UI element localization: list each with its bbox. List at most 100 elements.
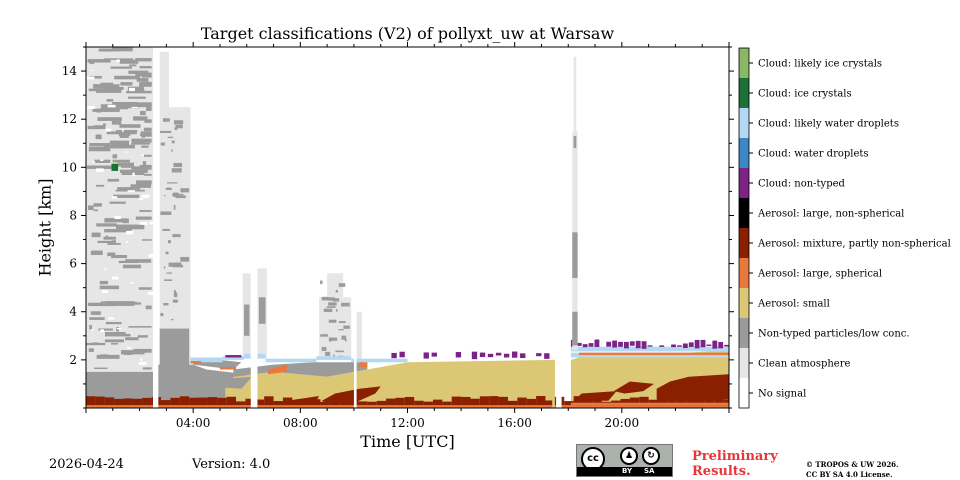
- heatmap-cell: [139, 210, 152, 212]
- heatmap-cell: [141, 134, 152, 137]
- heatmap-cell: [122, 264, 142, 269]
- heatmap-cell: [90, 250, 103, 255]
- heatmap-cell: [88, 205, 94, 211]
- heatmap-cell: [695, 397, 705, 407]
- heatmap-cell: [99, 280, 109, 285]
- heatmap-cell: [694, 339, 700, 349]
- heatmap-cell: [700, 339, 706, 348]
- heatmap-cell: [706, 344, 712, 346]
- colorbar-frame: [738, 47, 750, 409]
- colorbar-label: Clean atmosphere: [758, 359, 851, 370]
- heatmap-cell: [126, 347, 132, 349]
- heatmap-cell: [87, 59, 111, 63]
- heatmap-cell: [108, 317, 115, 320]
- colorbar-swatch: [739, 318, 749, 348]
- heatmap-cell: [148, 253, 155, 258]
- heatmap-cell: [104, 339, 125, 343]
- colorbar-swatch: [739, 378, 749, 408]
- colorbar-swatch: [739, 48, 749, 78]
- heatmap-cell: [348, 399, 358, 407]
- heatmap-cell: [677, 345, 682, 347]
- heatmap-cell: [321, 347, 327, 351]
- heatmap-cell: [166, 272, 172, 274]
- heatmap-cell: [376, 400, 387, 407]
- heatmap-cell: [141, 239, 152, 241]
- colorbar-swatch: [739, 228, 749, 258]
- heatmap-cell: [338, 283, 346, 287]
- heatmap-cell: [89, 61, 95, 64]
- heatmap-cell: [606, 341, 612, 347]
- heatmap-cell: [137, 335, 148, 338]
- heatmap-cell: [341, 302, 350, 307]
- heatmap-cell: [168, 262, 179, 267]
- heatmap-cell: [629, 397, 640, 407]
- heatmap-cell: [129, 64, 137, 67]
- heatmap-cell: [100, 107, 128, 110]
- heatmap-cell: [264, 396, 274, 407]
- y-axis: 2 4 6 8 10 12 14: [62, 46, 734, 409]
- heatmap-cell: [102, 123, 106, 126]
- heatmap-cell: [173, 205, 176, 210]
- heatmap-cell: [338, 329, 344, 331]
- version-label: Version: 4.0: [192, 457, 271, 472]
- heatmap-cell: [159, 328, 190, 368]
- heatmap-cell: [526, 398, 537, 407]
- heatmap-cell: [116, 327, 119, 332]
- heatmap-cell: [367, 401, 377, 407]
- heatmap-cell: [114, 160, 117, 163]
- colorbar-swatch: [739, 258, 749, 288]
- heatmap-cell: [163, 303, 169, 306]
- heatmap-cell: [104, 218, 114, 223]
- heatmap-cell: [106, 131, 129, 135]
- heatmap-cell: [311, 399, 321, 407]
- heatmap-cell: [99, 285, 120, 290]
- heatmap-cell: [86, 76, 95, 80]
- heatmap-cell: [190, 357, 223, 363]
- heatmap-cell: [172, 299, 178, 303]
- heatmap-cell: [495, 352, 502, 356]
- heatmap-cell: [140, 110, 146, 116]
- heatmap-cell: [572, 311, 578, 346]
- heatmap-cell: [163, 194, 166, 197]
- heatmap-cell: [423, 401, 433, 407]
- heatmap-cell: [139, 164, 152, 168]
- heatmap-cell: [487, 353, 494, 358]
- heatmap-cell: [357, 401, 368, 407]
- heatmap-cell: [136, 78, 149, 82]
- heatmap-cell: [109, 218, 127, 223]
- colorbar-label: Cloud: likely water droplets: [758, 119, 899, 130]
- heatmap-cell: [171, 318, 174, 321]
- heatmap-cell: [570, 402, 729, 406]
- y-tick-label: 6: [69, 257, 77, 271]
- heatmap-cell: [265, 358, 317, 363]
- sa-text: SA: [644, 467, 655, 475]
- heatmap-cell: [647, 345, 653, 347]
- heatmap-cell: [127, 96, 146, 99]
- heatmap-cell: [175, 124, 183, 129]
- heatmap-cell: [686, 396, 696, 407]
- heatmap-cell: [112, 159, 130, 163]
- heatmap-cell: [111, 120, 122, 125]
- heatmap-cell: [225, 355, 242, 358]
- colorbar-label: Aerosol: small: [757, 299, 830, 310]
- heatmap-cell: [162, 228, 170, 231]
- heatmap-cell: [395, 397, 405, 407]
- colorbar-label: No signal: [758, 389, 806, 400]
- heatmap-cell: [88, 146, 111, 152]
- x-tick-label: 12:00: [390, 416, 425, 430]
- heatmap-cell: [179, 396, 190, 407]
- heatmap-cell: [573, 136, 577, 149]
- heatmap-cell: [103, 145, 126, 149]
- heatmap-cell: [180, 257, 190, 262]
- no-signal-gap: [556, 47, 562, 408]
- heatmap-cell: [138, 198, 143, 200]
- heatmap-cell: [100, 159, 104, 161]
- heatmap-cell: [104, 229, 132, 233]
- heatmap-cell: [119, 124, 141, 128]
- chart-title: Target classifications (V2) of pollyxt_u…: [200, 24, 615, 43]
- heatmap-cell: [144, 181, 152, 184]
- heatmap-cell: [146, 106, 152, 111]
- heatmap-cell: [141, 135, 146, 138]
- heatmap-cell: [100, 301, 125, 304]
- heatmap-cell: [174, 127, 178, 130]
